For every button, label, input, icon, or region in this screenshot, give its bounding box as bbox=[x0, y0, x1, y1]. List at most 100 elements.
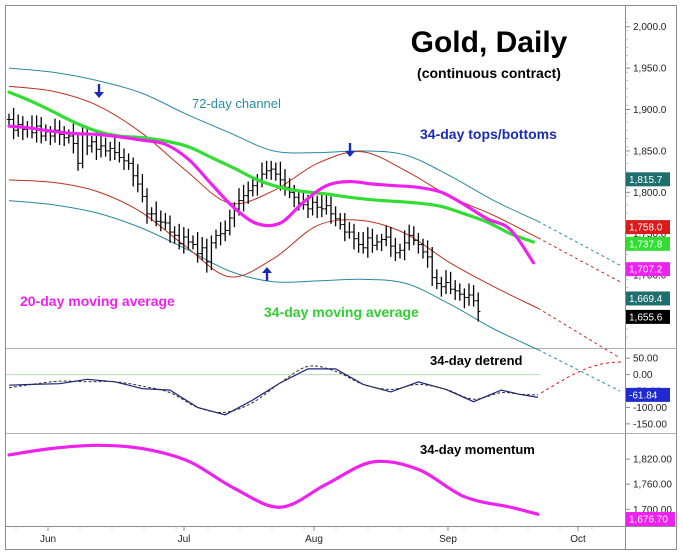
price-bar bbox=[241, 184, 246, 212]
y-tick-label: 50.00 bbox=[633, 354, 658, 365]
price-bar bbox=[269, 160, 274, 180]
channel-72-upper bbox=[8, 67, 539, 222]
x-tick-label: Jun bbox=[40, 534, 56, 545]
bottom-arrow-icon bbox=[262, 267, 272, 281]
price-bar bbox=[89, 136, 94, 153]
price-bar bbox=[190, 235, 196, 250]
price-bar bbox=[319, 194, 324, 218]
price-bar bbox=[172, 226, 177, 244]
annotation-20-day-ma: 20-day moving average bbox=[20, 293, 175, 309]
20-day-moving-average-line bbox=[7, 124, 535, 265]
price-bar bbox=[204, 238, 209, 273]
price-bar bbox=[154, 201, 159, 227]
top-arrow-icon bbox=[94, 84, 104, 98]
price-bar bbox=[273, 162, 278, 181]
price-bar bbox=[393, 237, 398, 262]
price-bar bbox=[11, 107, 16, 140]
price-bar bbox=[108, 141, 113, 161]
svg-text:1,669.4: 1,669.4 bbox=[629, 294, 663, 305]
price-bar bbox=[379, 233, 384, 252]
chart-title: Gold, Daily bbox=[411, 26, 568, 59]
annotation-34-day-tops-bottoms: 34-day tops/bottoms bbox=[420, 126, 557, 142]
price-value-label: 1,815.7 bbox=[626, 172, 670, 187]
y-tick-label: 1,900.0 bbox=[633, 105, 667, 116]
y-tick-label: -150.00 bbox=[633, 419, 667, 430]
price-bar bbox=[62, 126, 67, 146]
price-bar bbox=[365, 227, 370, 258]
price-value-label: 1,758.0 bbox=[626, 220, 670, 235]
price-bar bbox=[149, 207, 154, 222]
svg-text:1,676.70: 1,676.70 bbox=[629, 515, 668, 526]
annotation-72-day-channel: 72-day channel bbox=[192, 96, 281, 111]
price-bar bbox=[112, 136, 117, 161]
price-bar bbox=[356, 232, 361, 253]
y-tick-label: 0.00 bbox=[633, 370, 653, 381]
price-bar bbox=[131, 157, 136, 187]
y-tick-label: 1,760.00 bbox=[633, 480, 672, 491]
price-bar bbox=[351, 223, 357, 250]
svg-text:1,758.0: 1,758.0 bbox=[629, 223, 663, 234]
momentum-line bbox=[7, 443, 540, 516]
svg-text:1,707.2: 1,707.2 bbox=[629, 265, 663, 276]
projection-72-lower bbox=[537, 349, 621, 392]
price-bar bbox=[140, 174, 145, 203]
price-bar bbox=[177, 223, 182, 250]
svg-text:-61.84: -61.84 bbox=[629, 390, 658, 401]
price-bar bbox=[209, 235, 214, 271]
price-bar bbox=[167, 215, 173, 243]
x-tick-label: Jul bbox=[178, 534, 191, 545]
price-value-label: 1,655.6 bbox=[626, 309, 670, 324]
price-bar bbox=[476, 292, 481, 322]
channel-34-lower bbox=[8, 179, 539, 309]
y-tick-label: 1,850.0 bbox=[633, 146, 667, 157]
price-value-label: 1,669.4 bbox=[626, 291, 670, 306]
axis-layer: 2,000.0 1,950.0 1,900.0 1,850.0 1,800.0 1,750… bbox=[15, 22, 675, 545]
svg-text:1,655.6: 1,655.6 bbox=[629, 312, 663, 323]
price-bar bbox=[121, 148, 127, 170]
price-bar bbox=[420, 238, 426, 259]
channel-72-lower bbox=[8, 200, 539, 351]
price-value-label: 1,707.2 bbox=[626, 262, 670, 277]
price-bar bbox=[310, 193, 315, 216]
price-bar bbox=[200, 237, 205, 261]
price-bar bbox=[195, 232, 200, 263]
price-bar bbox=[425, 240, 430, 268]
momentum-title: 34-day momentum bbox=[420, 442, 535, 457]
price-bar bbox=[126, 153, 131, 170]
price-bar bbox=[439, 276, 444, 297]
price-bar bbox=[158, 210, 163, 232]
price-bar bbox=[255, 174, 260, 196]
price-bar bbox=[338, 213, 343, 230]
detrend-panel bbox=[6, 361, 623, 416]
price-bar bbox=[223, 220, 228, 242]
price-bar bbox=[71, 123, 76, 154]
chart-frame bbox=[5, 5, 677, 550]
price-bar bbox=[466, 283, 472, 306]
projection-72-upper bbox=[537, 220, 621, 266]
y-tick-label: 1,750.0 bbox=[633, 229, 667, 240]
top-arrow-icon bbox=[345, 143, 355, 157]
price-bar bbox=[75, 132, 81, 171]
price-bar bbox=[462, 288, 467, 309]
y-tick-label: 1,800.0 bbox=[633, 188, 667, 199]
price-bar bbox=[264, 160, 269, 180]
price-bar bbox=[6, 113, 12, 125]
chart-subtitle: (continuous contract) bbox=[417, 65, 561, 81]
price-bar bbox=[98, 136, 104, 158]
price-bar bbox=[361, 232, 366, 254]
detrend-projection bbox=[540, 361, 623, 394]
price-bar bbox=[374, 234, 380, 251]
price-bar bbox=[384, 225, 389, 247]
price-bar bbox=[282, 169, 288, 196]
price-bar bbox=[347, 222, 352, 239]
price-bar bbox=[416, 232, 421, 254]
price-bar bbox=[402, 230, 407, 261]
y-tick-label: 1,700.00 bbox=[633, 505, 672, 516]
price-bar bbox=[218, 222, 223, 246]
x-tick-label: Aug bbox=[305, 534, 323, 545]
price-panel bbox=[6, 67, 621, 392]
momentum-panel bbox=[7, 443, 540, 516]
price-bar bbox=[471, 285, 476, 307]
